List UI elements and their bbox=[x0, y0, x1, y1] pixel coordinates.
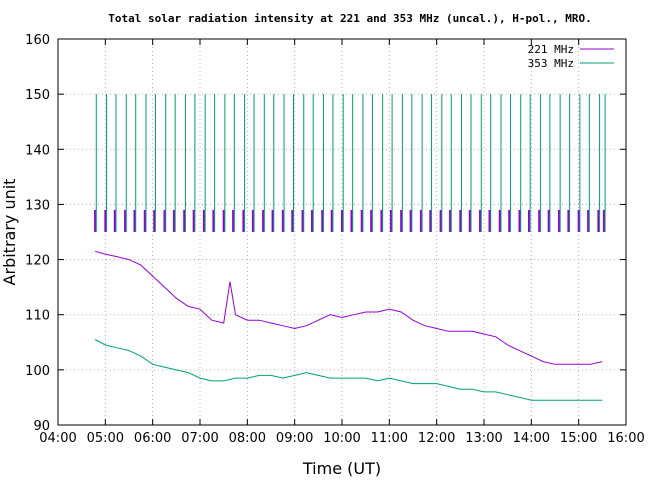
y-tick-label: 90 bbox=[33, 419, 50, 434]
y-tick-label: 150 bbox=[25, 88, 50, 103]
legend-label-221: 221 MHz bbox=[528, 43, 574, 56]
x-tick-label: 14:00 bbox=[513, 431, 550, 446]
x-tick-label: 12:00 bbox=[418, 431, 455, 446]
x-tick-label: 04:00 bbox=[39, 431, 76, 446]
x-tick-label: 10:00 bbox=[323, 431, 360, 446]
legend-label-353: 353 MHz bbox=[528, 57, 574, 70]
x-tick-label: 05:00 bbox=[87, 431, 124, 446]
axis-ticks: 04:00 05:00 06:00 07:00 08:00 09:00 10:00 11:00… bbox=[25, 33, 645, 446]
x-tick-label: 13:00 bbox=[465, 431, 502, 446]
x-tick-label: 08:00 bbox=[229, 431, 266, 446]
chart-title: Total solar radiation intensity at 221 a… bbox=[108, 12, 591, 25]
x-tick-label: 15:00 bbox=[560, 431, 597, 446]
legend: 221 MHz 353 MHz bbox=[528, 43, 614, 70]
x-tick-label: 11:00 bbox=[371, 431, 408, 446]
series-layer bbox=[94, 94, 606, 401]
y-tick-label: 120 bbox=[25, 254, 50, 269]
x-axis-label: Time (UT) bbox=[302, 459, 381, 478]
x-tick-label: 16:00 bbox=[607, 431, 644, 446]
gridlines bbox=[58, 39, 626, 425]
x-tick-label: 09:00 bbox=[276, 431, 313, 446]
y-tick-label: 100 bbox=[25, 364, 50, 379]
x-tick-label: 06:00 bbox=[134, 431, 171, 446]
series-line-353mhz bbox=[94, 339, 603, 401]
series-line-221mhz bbox=[94, 250, 603, 365]
y-axis-label: Arbitrary unit bbox=[0, 179, 19, 286]
x-tick-label: 07:00 bbox=[181, 431, 218, 446]
y-tick-label: 110 bbox=[25, 309, 50, 324]
y-tick-label: 160 bbox=[25, 33, 50, 48]
y-tick-label: 130 bbox=[25, 198, 50, 213]
y-tick-label: 140 bbox=[25, 143, 50, 158]
